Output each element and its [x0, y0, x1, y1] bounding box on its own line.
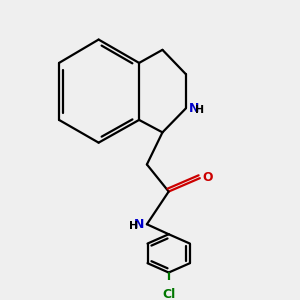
Text: N: N	[134, 218, 144, 231]
Text: O: O	[202, 171, 213, 184]
Text: H: H	[129, 221, 138, 231]
Text: H: H	[194, 105, 204, 115]
Text: N: N	[189, 102, 199, 115]
Text: Cl: Cl	[162, 288, 175, 300]
